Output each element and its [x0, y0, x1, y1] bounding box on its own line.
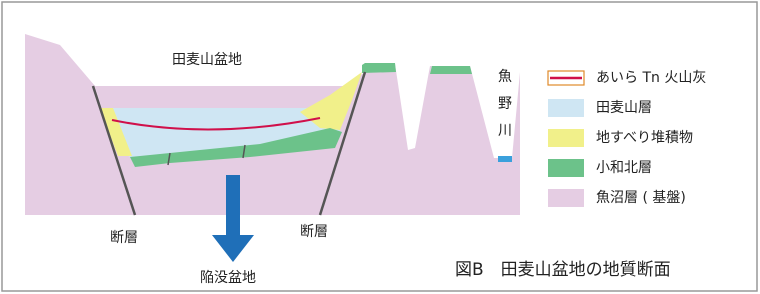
page: {"title": "田麦山盆地", "river": ["魚", "野", "…	[0, 0, 760, 294]
river-char: 川	[498, 123, 512, 139]
legend-label: 田麦山層	[596, 100, 652, 116]
river-char: 野	[498, 96, 512, 112]
legend-label: 地すべり堆積物	[596, 130, 693, 146]
legend-swatch	[548, 159, 584, 177]
legend-label: 小和北層	[596, 160, 652, 176]
river-label: 魚野川	[498, 69, 512, 139]
fault-label: 断層	[110, 230, 138, 246]
caption: 図B 田麦山盆地の地質断面	[455, 260, 671, 280]
basin-title: 田麦山盆地	[172, 52, 242, 68]
legend-swatch	[548, 99, 584, 117]
river-char: 魚	[498, 69, 512, 85]
fault-label: 断層	[300, 224, 328, 240]
subsidence-label: 陥没盆地	[200, 269, 256, 286]
legend-swatch	[548, 129, 584, 147]
diagram: 田麦山盆地 断層 断層 陥没盆地 図B 田麦山盆地の地質断面 魚野川 あいら T…	[0, 0, 760, 294]
river-water	[498, 156, 512, 162]
legend-swatch	[548, 189, 584, 207]
legend-label: あいら Tn 火山灰	[596, 70, 706, 86]
legend-label: 魚沼層 ( 基盤)	[596, 189, 686, 206]
